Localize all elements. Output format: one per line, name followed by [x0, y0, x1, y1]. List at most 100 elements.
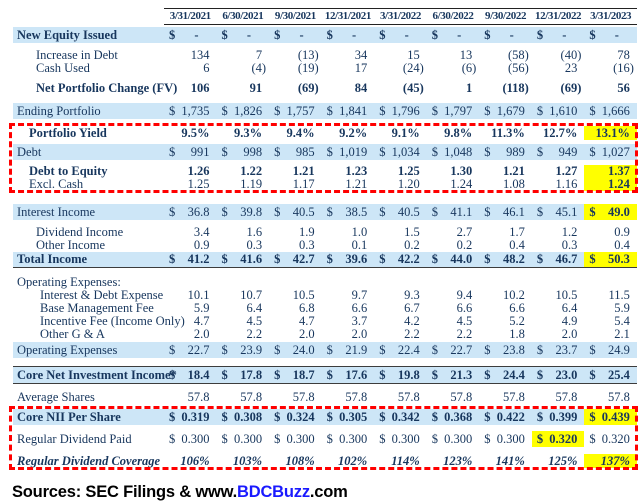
cell-value: 1.9 — [299, 225, 315, 240]
cell-value: 1.20 — [397, 177, 420, 192]
value-cell: 57.8 — [479, 390, 532, 404]
cell-value: 41.6 — [240, 252, 263, 267]
cell-value: 4.5 — [456, 314, 473, 329]
row-portfolio-yield: Portfolio Yield 9.5% 9.3% 9.4% 9.2% 9.1% 9.8% 1… — [13, 126, 637, 140]
row-label: Incentive Fee (Income Only) — [40, 314, 185, 329]
cell-value: 3.7 — [351, 314, 368, 329]
cell-value: 5.9 — [614, 301, 630, 316]
value-cell: $39.8 — [217, 204, 270, 220]
value-cell: 1 — [427, 81, 480, 95]
value-cell: 4.7 — [269, 315, 322, 328]
dollar-sign: $ — [431, 103, 438, 118]
value-cell: $ - — [164, 27, 217, 43]
value-cell: 1.2 — [532, 226, 585, 239]
cell-value: 1 — [466, 80, 473, 95]
dollar-sign: $ — [221, 431, 228, 446]
value-cell: 1.22 — [217, 165, 270, 178]
cell-value: - — [404, 27, 409, 42]
cell-value: 22.7 — [187, 342, 210, 357]
section-portfolio-activity: New Equity Issued $ - $ - $ - $ - $ - $ - $ - $ - $ - Incre… — [13, 27, 637, 119]
value-cell: 1.16 — [532, 178, 585, 191]
cell-value: 1.24 — [450, 177, 473, 192]
cell-value: 10.5 — [555, 288, 578, 303]
cell-value: 102% — [338, 453, 368, 468]
dollar-sign: $ — [169, 342, 176, 357]
value-cell: $0.300 — [217, 431, 270, 447]
value-cell: $ - — [374, 27, 427, 43]
dollar-sign: $ — [484, 431, 491, 446]
value-cell: $0.368 — [427, 409, 480, 425]
cell-value: 1.30 — [450, 164, 473, 179]
value-cell: 57.8 — [532, 390, 585, 404]
source-brand-link[interactable]: BDCBuzz — [237, 483, 310, 501]
cell-value: 24.4 — [502, 367, 525, 382]
cell-value: 1,666 — [601, 103, 630, 118]
cell-value: 0.300 — [233, 431, 263, 446]
row-label: Operating Expenses — [17, 342, 118, 357]
dollar-sign: $ — [589, 409, 596, 424]
row-label: Interest Income — [17, 204, 96, 219]
dollar-sign: $ — [169, 204, 176, 219]
cell-value: (58) — [508, 48, 529, 63]
value-cell: 9.5% — [164, 126, 217, 140]
cell-value: 6 — [203, 61, 210, 76]
dollar-sign: $ — [169, 367, 176, 382]
row-label: Core NII Per Share — [17, 409, 121, 424]
cell-value: - — [614, 27, 619, 42]
value-cell: $22.7 — [427, 342, 480, 358]
column-header-date: 3/31/2022 — [374, 8, 427, 25]
dollar-sign: $ — [536, 204, 544, 219]
row-incentive-fee: Incentive Fee (Income Only) 4.7 4.5 4.7 3.7 4… — [13, 315, 637, 328]
dollar-sign: $ — [431, 252, 438, 267]
row-operating-expenses-total: Operating Expenses $22.7 $23.9 $24.0 $21.9 $2… — [13, 342, 637, 358]
row-label: Regular Dividend Paid — [17, 431, 132, 446]
cell-value: (24) — [402, 61, 424, 76]
value-cell: 84 — [322, 81, 375, 95]
cell-value: 0.4 — [614, 238, 630, 253]
cell-value: 1.37 — [608, 164, 630, 179]
cell-value: 141% — [495, 453, 525, 468]
value-cell: $0.308 — [217, 409, 270, 425]
cell-value: 2.2 — [404, 327, 420, 342]
value-cell: $40.5 — [269, 204, 322, 220]
dollar-sign: $ — [274, 103, 281, 118]
column-header-date: 9/30/2021 — [269, 8, 322, 25]
column-header-date: 12/31/2022 — [531, 8, 585, 25]
value-cell: 106% — [164, 454, 217, 468]
value-cell: (56) — [479, 62, 532, 75]
report-page: 3/31/2021 6/30/2021 9/30/2021 12/31/2021 3/3… — [0, 8, 640, 504]
value-cell: 0.3 — [217, 239, 270, 252]
cell-value: 57.8 — [292, 389, 315, 404]
dollar-sign: $ — [589, 103, 596, 118]
cell-value: 22.7 — [450, 342, 473, 357]
value-cell: $23.8 — [479, 342, 532, 358]
cell-value: 1.21 — [292, 164, 315, 179]
column-header-date: 6/30/2021 — [216, 8, 270, 25]
row-label: Operating Expenses: — [17, 275, 121, 290]
cell-value: 10.2 — [502, 288, 525, 303]
cell-value: 991 — [190, 144, 210, 159]
value-cell: 1.20 — [374, 178, 427, 191]
row-label: Average Shares — [17, 389, 95, 404]
value-cell: 0.3 — [269, 239, 322, 252]
cell-value: 137% — [600, 453, 630, 468]
value-cell: 1.27 — [532, 165, 585, 178]
cell-value: 9.8% — [444, 125, 473, 140]
value-cell: 13 — [427, 49, 480, 62]
cell-value: 0.439 — [601, 409, 630, 424]
value-cell: 137% — [584, 454, 637, 468]
value-cell: 9.3 — [374, 289, 427, 302]
cell-value: (69) — [560, 80, 582, 95]
cell-value: 11.5 — [608, 288, 630, 303]
cell-value: 1,735 — [181, 103, 210, 118]
cell-value: 1.23 — [345, 164, 368, 179]
value-cell: 0.4 — [584, 239, 637, 252]
value-cell: 1.19 — [217, 178, 270, 191]
cell-value: 10.1 — [187, 288, 210, 303]
value-cell: 1.25 — [164, 178, 217, 191]
cell-value: 1.8 — [509, 327, 525, 342]
cell-value: 9.1% — [391, 125, 420, 140]
cell-value: 1,796 — [391, 103, 420, 118]
value-cell: $41.6 — [217, 252, 270, 267]
row-label: Other G & A — [40, 327, 105, 342]
